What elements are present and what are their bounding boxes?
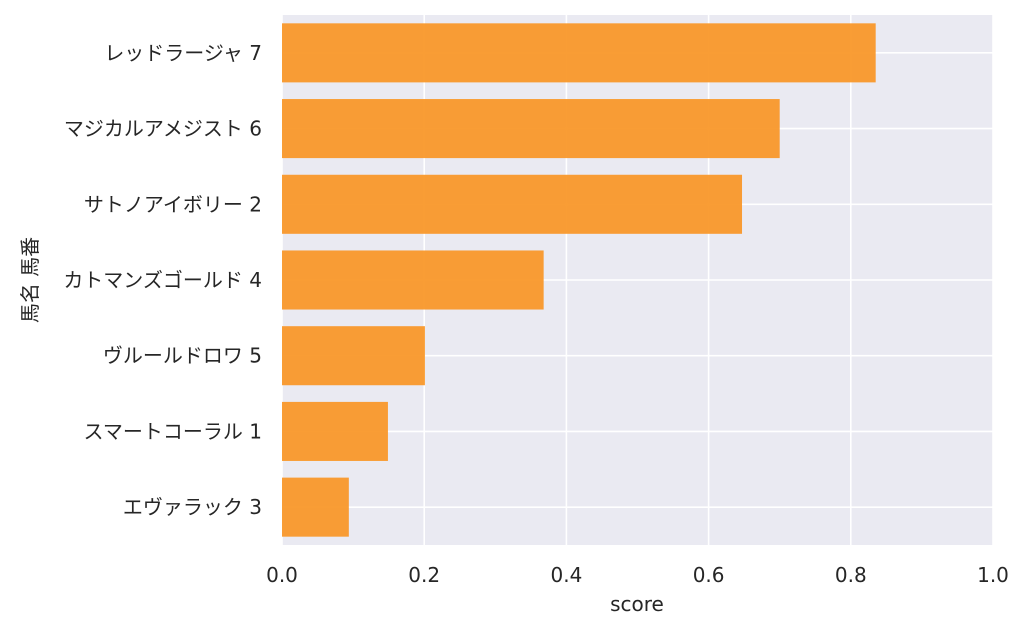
x-tick-label: 1.0 [977, 563, 1009, 587]
category-labels: レッドラージャ 7 マジカルアメジスト 6 サトノアイボリー 2 カトマンズゴールド … [63, 41, 262, 519]
category-label: カトマンズゴールド 4 [63, 268, 262, 292]
category-label: エヴァラック 3 [123, 495, 262, 519]
bar [282, 477, 349, 537]
bar [282, 326, 425, 386]
y-axis-label: 馬名 馬番 [18, 237, 42, 323]
x-tick-label: 0.6 [693, 563, 725, 587]
x-tick-label: 0.4 [550, 563, 582, 587]
bars [282, 23, 876, 537]
x-tick-label: 0.8 [835, 563, 867, 587]
category-label: サトノアイボリー 2 [84, 192, 262, 216]
bar [282, 99, 780, 159]
bar [282, 250, 544, 310]
bar [282, 401, 388, 461]
x-axis-label: score [610, 592, 664, 616]
bar [282, 174, 743, 234]
bar [282, 23, 876, 83]
x-tick-label: 0.2 [408, 563, 440, 587]
category-label: レッドラージャ 7 [104, 41, 262, 65]
x-tick-label: 0.0 [266, 563, 298, 587]
x-tick-labels: 0.0 0.2 0.4 0.6 0.8 1.0 [266, 563, 1009, 587]
category-label: マジカルアメジスト 6 [64, 117, 262, 141]
category-label: スマートコーラル 1 [84, 419, 262, 443]
category-label: ヴルールドロワ 5 [103, 344, 262, 368]
